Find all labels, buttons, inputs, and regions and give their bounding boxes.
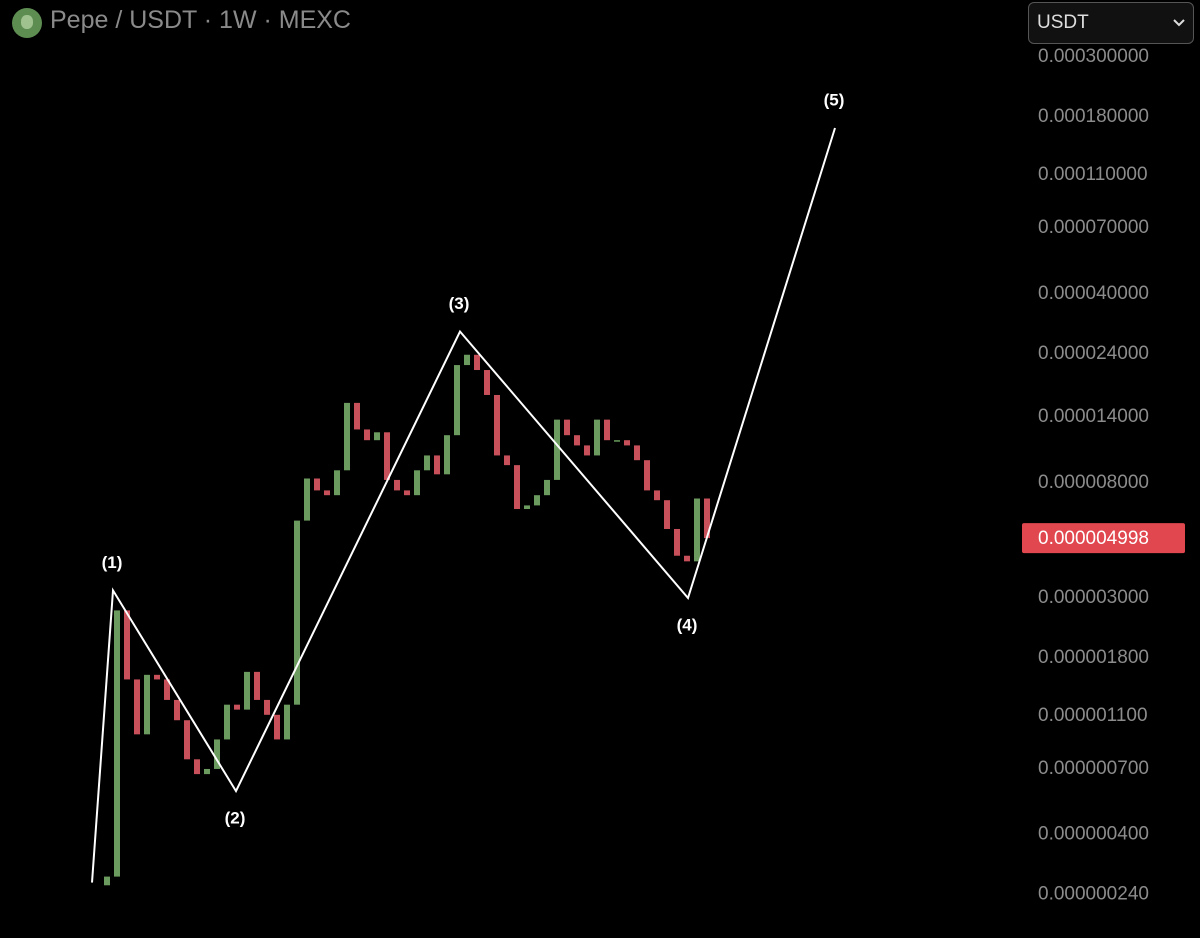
wave-label: (5) <box>824 91 845 110</box>
candle-body <box>524 505 530 510</box>
candle-body <box>624 440 630 446</box>
y-tick-label: 0.000110000 <box>1038 164 1148 185</box>
y-tick-label: 0.000000240 <box>1038 884 1149 905</box>
candle-body <box>234 704 240 710</box>
last-price-tag <box>1022 523 1185 554</box>
last-price-label: 0.000004998 <box>1038 528 1149 549</box>
candle-body <box>174 699 180 721</box>
candle-body <box>244 671 250 710</box>
candle-body <box>584 445 590 456</box>
candle-body <box>564 419 570 436</box>
candle-body <box>544 479 550 496</box>
candle-body <box>284 704 290 740</box>
wave-label: (2) <box>225 809 246 828</box>
candle-body <box>374 432 380 441</box>
candle-body <box>164 679 170 700</box>
candle-body <box>694 498 700 562</box>
candle-body <box>154 674 160 680</box>
candle-body <box>254 671 260 700</box>
wave-label: (3) <box>449 294 470 313</box>
wave-label: (1) <box>102 553 123 572</box>
candle-body <box>124 610 130 680</box>
dropdown-arrow <box>1173 19 1185 27</box>
currency-dropdown[interactable]: USDT <box>1028 2 1194 44</box>
candle-body <box>394 479 400 491</box>
candle-body <box>574 435 580 446</box>
candle-body <box>504 455 510 466</box>
candle-body <box>704 498 710 539</box>
candle-body <box>274 714 280 740</box>
y-tick-label: 0.000003000 <box>1038 587 1149 608</box>
y-tick-label: 0.000300000 <box>1038 46 1149 67</box>
candle-body <box>514 465 520 510</box>
y-tick-label: 0.000040000 <box>1038 283 1149 304</box>
candle-body <box>134 679 140 735</box>
candle-body <box>604 419 610 441</box>
candle-body <box>684 555 690 562</box>
candle-body <box>424 455 430 471</box>
candle-body <box>354 402 360 430</box>
candle-body <box>494 394 500 456</box>
candle-body <box>334 470 340 496</box>
candle-body <box>654 490 660 501</box>
wave-line <box>91 127 836 883</box>
y-tick-label: 0.000008000 <box>1038 472 1149 493</box>
candle-body <box>594 419 600 456</box>
candle-body <box>444 435 450 475</box>
wave-label: (4) <box>677 616 698 635</box>
candle-body <box>664 500 670 529</box>
currency-value: USDT <box>1037 12 1089 33</box>
chart-title: Pepe / USDT · 1W · MEXC <box>50 6 351 34</box>
candle-body <box>474 354 480 371</box>
candle-body <box>264 699 270 715</box>
candle-body <box>464 354 470 366</box>
candle-body <box>144 674 150 735</box>
candle-body <box>324 490 330 496</box>
candle-body <box>224 704 230 740</box>
y-tick-label: 0.000001800 <box>1038 647 1149 668</box>
candle-body <box>404 490 410 496</box>
candle-body <box>214 739 220 769</box>
candle-body <box>364 429 370 441</box>
y-tick-label: 0.000014000 <box>1038 406 1149 427</box>
y-tick-label: 0.000024000 <box>1038 343 1149 364</box>
candle-body <box>434 455 440 475</box>
candle-body <box>344 402 350 471</box>
candle-body <box>104 876 110 886</box>
y-tick-label: 0.000000700 <box>1038 758 1149 779</box>
candle-body <box>194 759 200 775</box>
candle-body <box>304 478 310 521</box>
y-tick-label: 0.000000400 <box>1038 824 1149 845</box>
candle-body <box>554 419 560 480</box>
candle-body <box>294 520 300 705</box>
y-tick-label: 0.000180000 <box>1038 106 1149 127</box>
y-tick-label: 0.000070000 <box>1038 217 1149 238</box>
candle-body <box>184 720 190 760</box>
candle-body <box>384 432 390 480</box>
candle-body <box>114 610 120 877</box>
candle-body <box>634 445 640 461</box>
candle-body <box>674 528 680 556</box>
candle-body <box>534 495 540 506</box>
y-tick-label: 0.000001100 <box>1038 705 1148 726</box>
candle-body <box>414 470 420 496</box>
candle-body <box>314 478 320 491</box>
candle-body <box>484 370 490 395</box>
candle-body <box>454 365 460 436</box>
coin-icon <box>12 8 42 38</box>
candle-body <box>614 440 620 442</box>
candle-body <box>204 768 210 775</box>
candle-body <box>644 460 650 491</box>
